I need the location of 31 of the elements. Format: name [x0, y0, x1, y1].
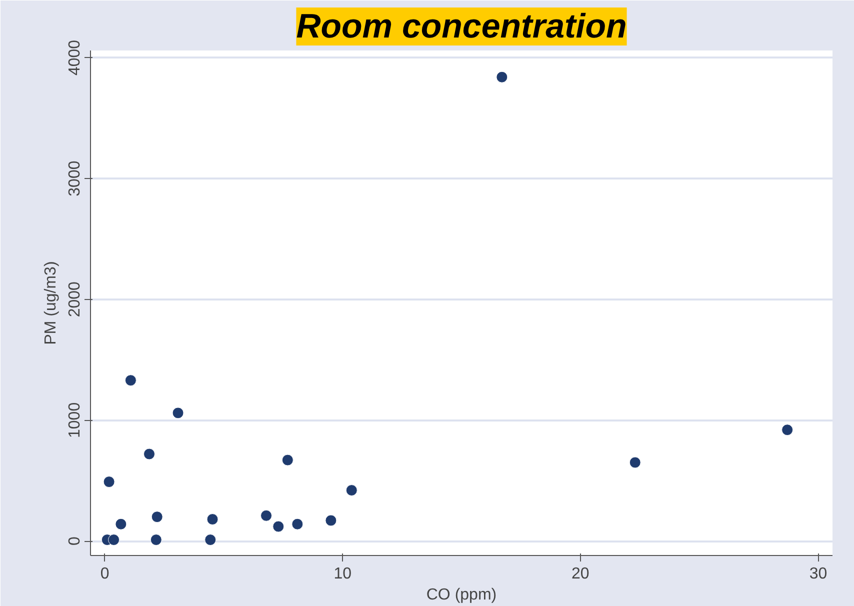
point	[629, 456, 641, 468]
point	[150, 534, 162, 546]
point	[143, 448, 155, 460]
x-axis-title: CO (ppm)	[426, 586, 497, 604]
y-tick-label: 3000	[66, 160, 84, 196]
point	[124, 374, 136, 386]
y-tick-label: 0	[66, 536, 84, 546]
x-tick-label: 20	[572, 566, 590, 582]
x-tick-label: 10	[334, 566, 352, 582]
point	[496, 71, 508, 83]
point	[272, 520, 284, 532]
point	[172, 407, 184, 419]
point	[103, 476, 115, 488]
y-axis-title: PM (ug/m3)	[42, 261, 60, 345]
point	[115, 518, 127, 530]
point	[325, 514, 337, 526]
x-tick-label: 30	[809, 566, 828, 582]
y-tick-label: 2000	[66, 281, 84, 318]
chart-title: Room concentration	[296, 8, 627, 46]
point	[204, 534, 216, 546]
x-tick-label: 0	[100, 566, 110, 582]
point	[282, 454, 294, 466]
point	[206, 514, 218, 525]
point	[108, 534, 120, 546]
point	[292, 518, 304, 530]
point	[260, 510, 272, 522]
point	[782, 424, 794, 436]
y-tick-label: 4000	[66, 40, 84, 76]
point	[346, 484, 358, 496]
point	[151, 511, 163, 523]
y-tick-label: 1000	[66, 402, 84, 438]
